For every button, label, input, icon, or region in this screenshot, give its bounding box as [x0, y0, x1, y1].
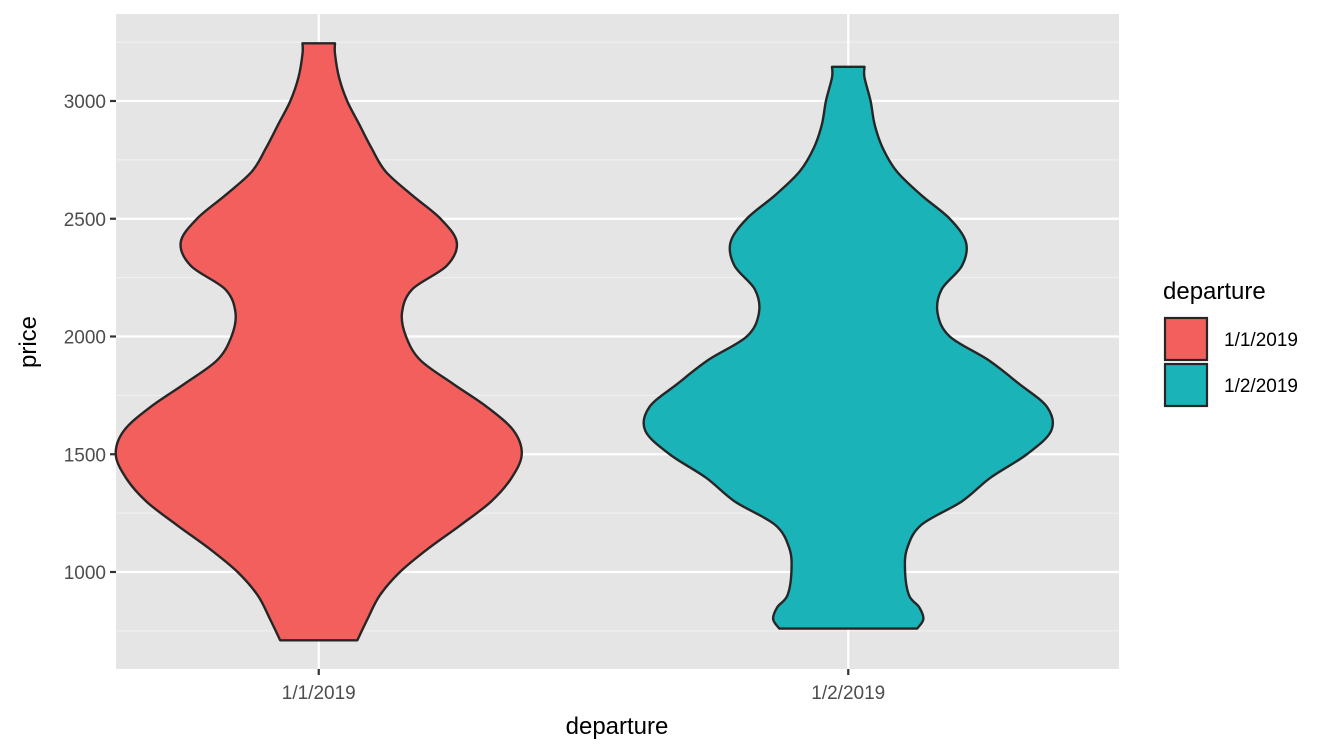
x-tick-label: 1/1/2019	[282, 683, 356, 704]
legend-label-1: 1/1/2019	[1224, 330, 1298, 351]
y-tick-label: 1000	[64, 563, 106, 584]
legend-title: departure	[1163, 278, 1266, 305]
y-tick-label: 1500	[64, 445, 106, 466]
y-tick-label: 3000	[64, 92, 106, 113]
y-axis-title: price	[15, 316, 42, 368]
legend-key-1	[1163, 316, 1209, 362]
violin-1	[114, 42, 523, 642]
x-axis: 1/1/2019 1/2/2019	[282, 669, 885, 704]
y-tick-label: 2000	[64, 328, 106, 349]
violin-layer	[114, 42, 1055, 642]
legend-key-2	[1163, 362, 1209, 408]
x-tick-label: 1/2/2019	[811, 683, 885, 704]
y-tick-label: 2500	[64, 210, 106, 231]
y-axis: 1000 1500 2000 2500 3000	[64, 92, 116, 584]
legend: departure 1/1/2019 1/2/2019	[1163, 278, 1298, 408]
violin-2	[642, 65, 1055, 630]
legend-label-2: 1/2/2019	[1224, 376, 1298, 397]
x-axis-title: departure	[566, 713, 669, 740]
